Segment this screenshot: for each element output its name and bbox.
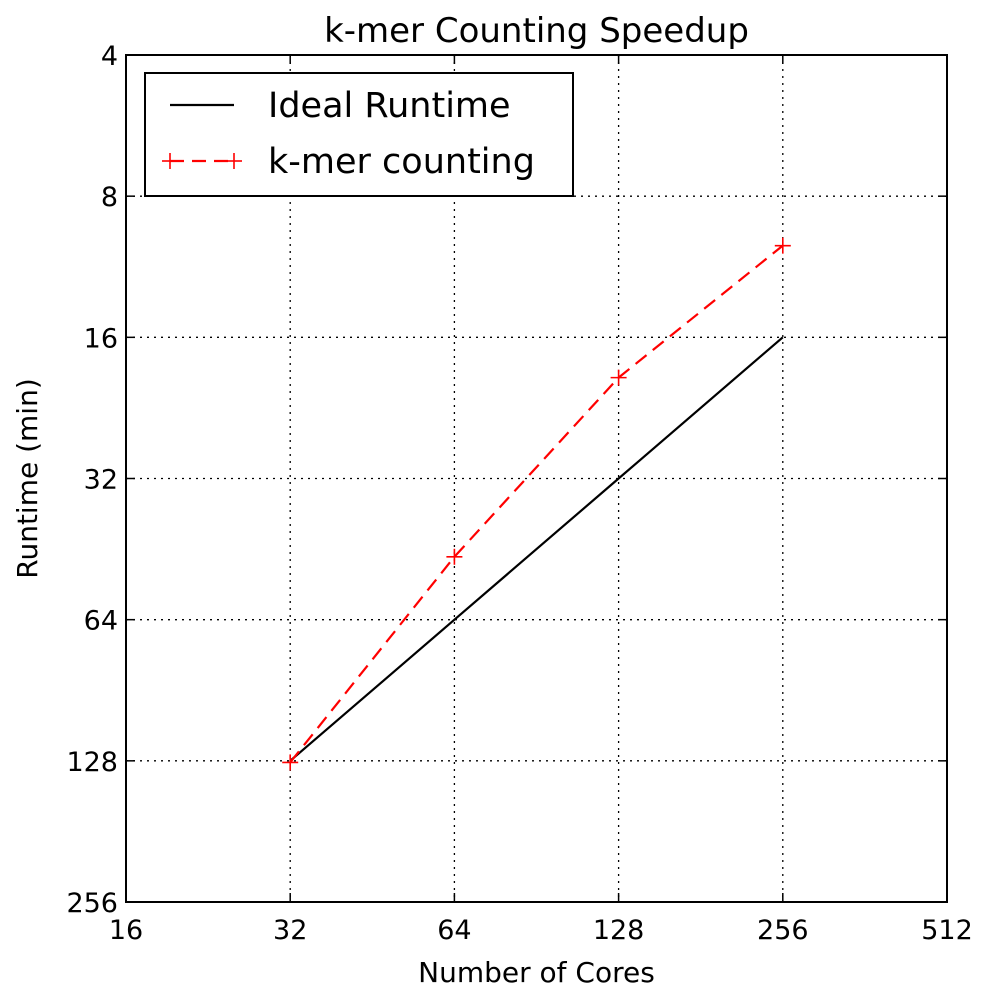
legend-box bbox=[144, 72, 574, 197]
x-tick-label: 64 bbox=[437, 915, 471, 946]
y-axis-title: Runtime (min) bbox=[11, 378, 44, 579]
legend: Ideal Runtime k-mer counting bbox=[144, 72, 574, 197]
y-tick-label: 8 bbox=[101, 182, 118, 213]
series-line-2 bbox=[289, 244, 784, 764]
legend-entry: k-mer counting bbox=[162, 142, 535, 182]
y-tick-label: 16 bbox=[84, 323, 118, 354]
y-tick-label: 4 bbox=[101, 41, 118, 72]
data-point-marker bbox=[282, 754, 299, 771]
series-line-1 bbox=[289, 336, 784, 762]
data-point-marker bbox=[774, 237, 791, 254]
chart-title: k-mer Counting Speedup bbox=[324, 11, 749, 51]
legend-label: Ideal Runtime bbox=[268, 86, 511, 126]
y-tick-label: 32 bbox=[84, 465, 118, 496]
tick-marks bbox=[125, 54, 948, 903]
x-tick-label: 512 bbox=[921, 915, 973, 946]
data-point-marker bbox=[610, 369, 627, 386]
y-tick-label: 256 bbox=[66, 888, 118, 919]
x-tick-label: 256 bbox=[757, 915, 809, 946]
series-layer bbox=[282, 237, 791, 771]
x-tick-label: 16 bbox=[109, 915, 143, 946]
x-tick-label: 128 bbox=[593, 915, 645, 946]
x-axis-title: Number of Cores bbox=[418, 956, 655, 988]
y-tick-label: 64 bbox=[84, 606, 118, 637]
legend-entry: Ideal Runtime bbox=[170, 86, 511, 126]
tick-labels: 16 32 64 128 256 512 4 8 16 32 64 128 256 bbox=[66, 41, 972, 946]
y-tick-label: 128 bbox=[66, 747, 118, 778]
legend-label: k-mer counting bbox=[268, 142, 535, 182]
x-tick-label: 32 bbox=[273, 915, 307, 946]
data-point-marker bbox=[446, 548, 463, 565]
